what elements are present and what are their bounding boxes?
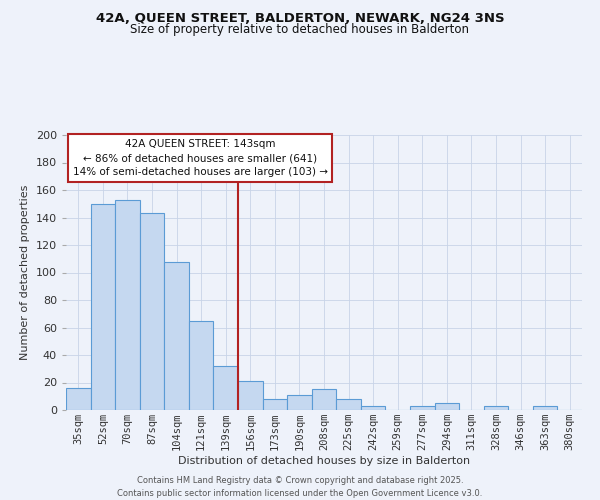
Bar: [140, 214, 164, 410]
Bar: [214, 366, 238, 410]
Bar: [484, 406, 508, 410]
Bar: [533, 406, 557, 410]
Text: Contains HM Land Registry data © Crown copyright and database right 2025.
Contai: Contains HM Land Registry data © Crown c…: [118, 476, 482, 498]
X-axis label: Distribution of detached houses by size in Balderton: Distribution of detached houses by size …: [178, 456, 470, 466]
Bar: [336, 399, 361, 410]
Bar: [312, 390, 336, 410]
Bar: [361, 406, 385, 410]
Bar: [91, 204, 115, 410]
Bar: [189, 320, 214, 410]
Text: 42A QUEEN STREET: 143sqm
← 86% of detached houses are smaller (641)
14% of semi-: 42A QUEEN STREET: 143sqm ← 86% of detach…: [73, 139, 328, 177]
Text: Size of property relative to detached houses in Balderton: Size of property relative to detached ho…: [131, 24, 470, 36]
Bar: [238, 381, 263, 410]
Text: 42A, QUEEN STREET, BALDERTON, NEWARK, NG24 3NS: 42A, QUEEN STREET, BALDERTON, NEWARK, NG…: [95, 12, 505, 26]
Bar: [434, 403, 459, 410]
Bar: [66, 388, 91, 410]
Bar: [164, 262, 189, 410]
Bar: [410, 406, 434, 410]
Bar: [287, 395, 312, 410]
Bar: [115, 200, 140, 410]
Bar: [263, 399, 287, 410]
Y-axis label: Number of detached properties: Number of detached properties: [20, 185, 30, 360]
